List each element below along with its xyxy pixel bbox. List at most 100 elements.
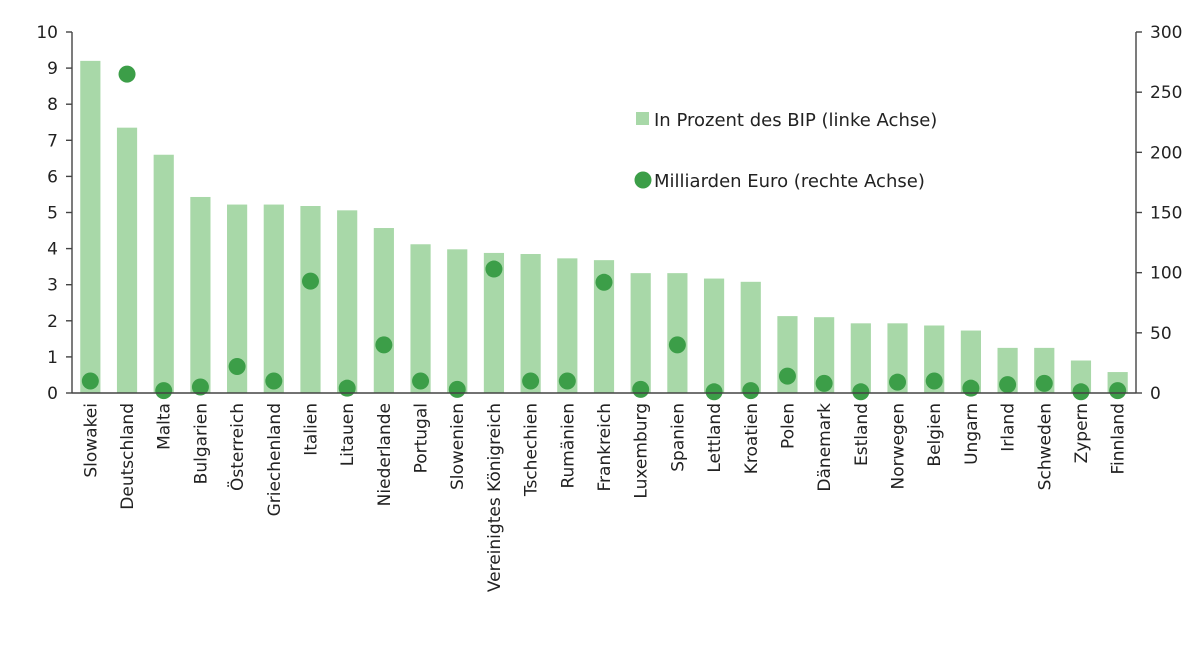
dot-15 [632,380,650,398]
category-label-20: Dänemark [815,403,835,492]
category-label-4: Österreich [226,403,248,491]
category-label-26: Schweden [1035,403,1055,490]
bar-27 [1070,360,1092,393]
dot-13 [558,372,576,390]
dot-28 [1109,382,1127,400]
bar-20 [814,317,835,393]
dot-18 [742,382,760,400]
legend-bar-label: In Prozent des BIP (linke Achse) [654,110,937,131]
right-axis-ticks: 0 50 100 150 200 250 300 [1136,23,1182,404]
category-label-24: Ungarn [962,403,982,465]
dot-10 [448,380,466,398]
left-tick-label-2: 2 [47,312,58,332]
category-label-0: Slowakei [81,403,101,478]
right-tick-label-4: 200 [1150,143,1182,163]
right-tick-label-0: 0 [1150,384,1161,404]
dot-4 [228,358,246,376]
category-label-27: Zypern [1072,403,1092,463]
legend-bar-swatch [636,112,649,125]
dot-6 [301,272,319,290]
category-label-3: Bulgarien [191,403,211,484]
left-tick-label-8: 8 [47,95,58,115]
dot-23 [925,372,943,390]
category-label-9: Portugal [412,403,432,473]
category-label-7: Litauen [338,403,358,466]
left-tick-label-6: 6 [47,167,58,187]
category-label-12: Tschechien [522,403,542,497]
dot-2 [155,382,173,400]
left-tick-label-7: 7 [47,131,58,151]
bar-10 [447,249,468,393]
dot-24 [962,379,980,397]
dot-8 [375,336,393,354]
bar-11 [483,252,505,393]
dot-22 [889,373,907,391]
category-label-25: Irland [999,403,1019,452]
category-label-8: Niederlande [375,403,395,506]
bar-6 [300,206,321,393]
left-tick-label-3: 3 [47,276,58,296]
bar-17 [703,278,725,393]
left-axis-ticks: 0 1 2 3 4 5 6 7 8 9 10 [36,23,72,404]
category-label-18: Kroatien [742,403,762,474]
left-tick-label-4: 4 [47,240,58,260]
bar-18 [740,281,761,393]
left-tick-label-9: 9 [47,59,58,79]
bar-2 [153,154,174,393]
dot-20 [815,374,833,392]
dot-14 [595,273,613,291]
bar-9 [410,244,431,393]
right-tick-label-5: 250 [1150,83,1182,103]
category-label-14: Frankreich [595,403,615,492]
bar-0 [80,60,101,393]
dot-9 [412,372,430,390]
left-tick-label-5: 5 [47,204,58,224]
category-label-5: Griechenland [265,403,285,516]
left-tick-label-0: 0 [47,384,58,404]
category-label-22: Norwegen [889,403,909,490]
bar-3 [190,196,211,393]
category-label-2: Malta [155,403,175,450]
category-label-28: Finnland [1109,403,1129,475]
dot-25 [999,376,1017,394]
category-label-23: Belgien [925,403,945,467]
dot-17 [705,383,723,401]
category-label-21: Estland [852,403,872,466]
dot-3 [191,378,209,396]
bar-1 [116,127,138,393]
bar-12 [520,254,541,393]
category-labels: Slowakei Deutschland Malta Bulgarien Österre… [81,403,1128,592]
bar-8 [373,228,394,393]
right-tick-label-1: 50 [1150,324,1172,344]
dot-5 [265,372,283,390]
bar-5 [263,204,284,393]
bar-15 [630,273,651,393]
dot-16 [668,336,686,354]
bar-4 [227,204,248,393]
bar-24 [960,330,981,393]
dot-7 [338,379,356,397]
legend: In Prozent des BIP (linke Achse) Milliar… [634,110,937,192]
dot-27 [1072,383,1090,401]
dot-11 [485,260,503,278]
dot-12 [522,372,540,390]
legend-dot-label: Milliarden Euro (rechte Achse) [654,171,925,192]
dot-26 [1035,374,1053,392]
dot-1 [118,65,136,83]
category-label-11: Vereinigtes Königreich [485,403,505,592]
category-label-16: Spanien [668,403,688,472]
category-label-19: Polen [778,403,798,449]
right-tick-label-3: 150 [1150,204,1182,224]
category-label-17: Lettland [705,403,725,473]
left-tick-label-10: 10 [36,23,58,43]
bar-14 [593,260,615,393]
dots-layer [81,65,1127,401]
dot-19 [778,367,796,385]
left-tick-label-1: 1 [47,348,58,368]
right-tick-label-2: 100 [1150,264,1182,284]
bar-16 [667,273,688,393]
bar-21 [850,323,871,393]
legend-dot-swatch [634,171,652,189]
